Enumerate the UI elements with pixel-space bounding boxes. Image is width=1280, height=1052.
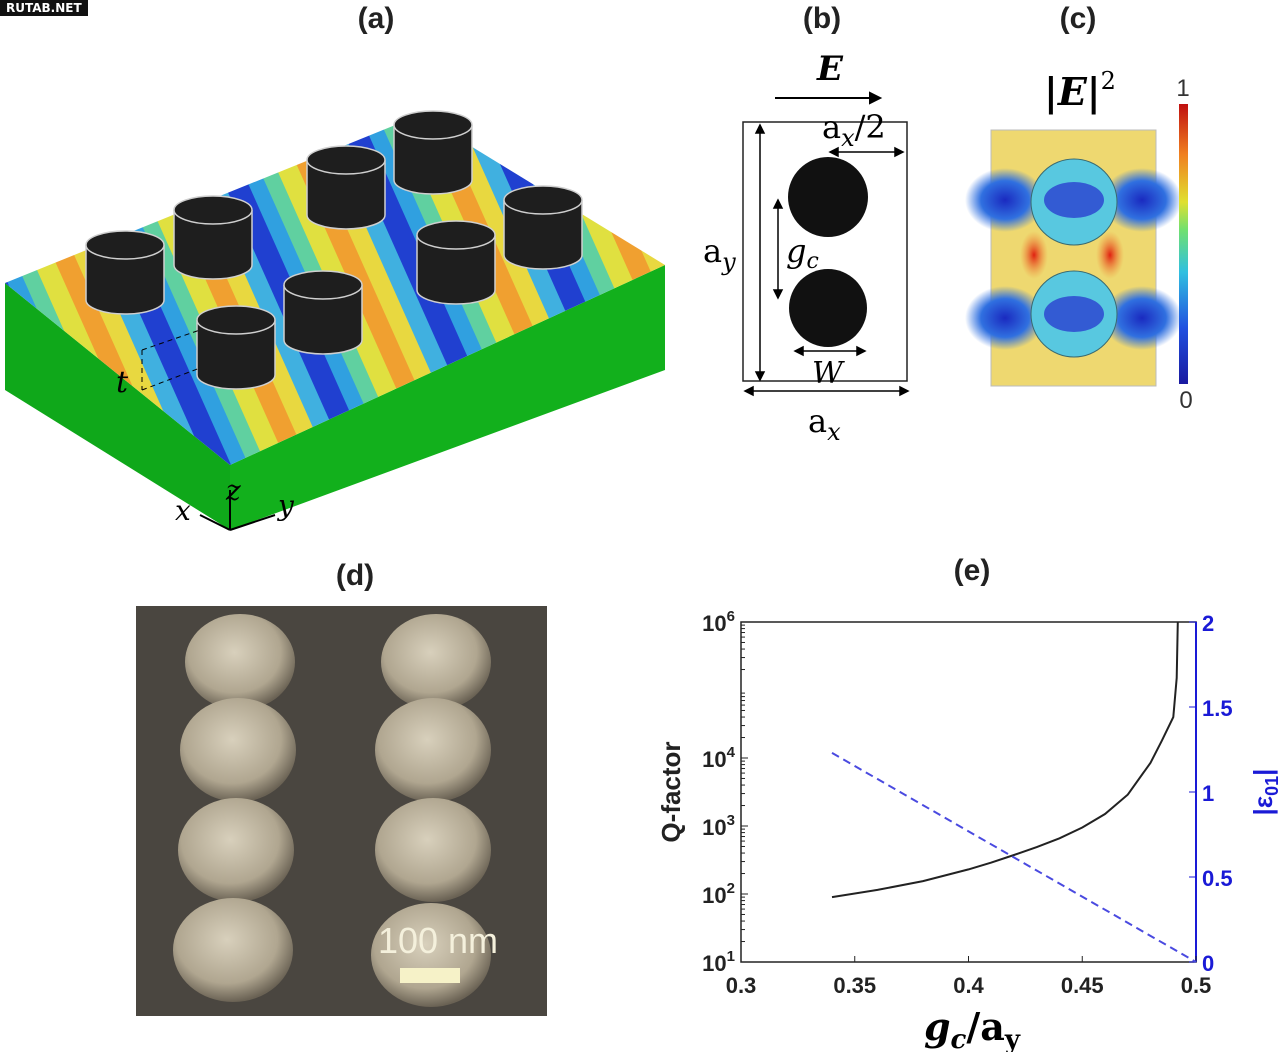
x-tick-label: 0.4	[953, 973, 984, 998]
y-tick-label: 101	[702, 948, 735, 976]
panel-c-label: (c)	[1060, 2, 1097, 35]
y2-tick-label: 1.5	[1202, 696, 1233, 721]
slab-right-face	[230, 265, 665, 530]
pillar-bottom	[789, 269, 867, 347]
field-map-title: |E|2	[1044, 67, 1116, 114]
panel-b-unit-cell: E ax/2 ay gc W ax	[703, 49, 910, 446]
axis-z-label: z	[225, 474, 241, 507]
e-field-label: E	[816, 49, 844, 89]
ax-half-label: ax/2	[822, 108, 886, 152]
panel-e-label: (e)	[954, 554, 991, 587]
y2-tick-label: 1	[1202, 781, 1214, 806]
ay-arrow	[754, 123, 766, 382]
unit-cell-outline	[742, 121, 908, 382]
slab-left-face	[5, 283, 230, 530]
ax-arrow	[743, 385, 910, 397]
pillar	[85, 230, 165, 315]
pillar	[416, 220, 496, 305]
epsilon-line	[831, 752, 1197, 963]
panel-a-slab: t x z y	[5, 110, 665, 531]
pillar	[173, 195, 253, 280]
plot-frame	[740, 621, 1197, 963]
w-label: W	[812, 356, 845, 391]
ay-label: ay	[703, 232, 736, 276]
panel-d-label: (d)	[336, 559, 374, 592]
thickness-label: t	[116, 365, 129, 400]
y-axis-label: Q-factor	[656, 741, 686, 842]
pillar-top	[788, 157, 868, 237]
y2-tick-label: 2	[1202, 611, 1214, 636]
ax-half-arrow	[828, 146, 905, 158]
x-tick-label: 0.35	[833, 973, 876, 998]
axis-x-label: x	[175, 494, 191, 527]
y2-tick-label: 0.5	[1202, 866, 1233, 891]
gc-arrow	[772, 198, 784, 300]
gc-label: gc	[786, 232, 819, 274]
e-field-arrow	[775, 91, 883, 105]
x-tick-label: 0.45	[1061, 973, 1104, 998]
y-tick-label: 106	[702, 608, 735, 636]
w-arrow	[793, 345, 867, 357]
y2-tick-label: 0	[1202, 951, 1214, 976]
x-axis-label: gc/ay	[924, 1004, 1021, 1052]
panel-c-field-map: |E|2 1 0	[965, 67, 1193, 414]
panel-d-sem-image: 100 nm	[136, 606, 547, 1016]
pillar	[283, 270, 363, 355]
pillars	[85, 110, 583, 390]
axes-triad	[199, 490, 276, 531]
pillar	[393, 110, 473, 195]
x-tick-label: 0.5	[1181, 973, 1212, 998]
colorbar-min: 0	[1179, 387, 1192, 414]
colorbar	[1179, 104, 1188, 384]
q-factor-line	[831, 621, 1179, 899]
x-tick-label: 0.3	[726, 973, 757, 998]
panel-b-label: (b)	[803, 2, 841, 35]
pillar	[306, 145, 386, 230]
pillar	[503, 185, 583, 270]
y-tick-label: 104	[702, 744, 735, 772]
colorbar-max: 1	[1176, 75, 1189, 102]
ax-label: ax	[808, 402, 841, 446]
panel-a-label: (a)	[358, 2, 395, 35]
axis-y-label: y	[276, 489, 295, 522]
y-tick-label: 102	[702, 880, 735, 908]
scale-bar	[400, 968, 460, 983]
watermark: RUTAB.NET	[0, 0, 88, 16]
thickness-guide	[141, 329, 201, 391]
scale-bar-label: 100 nm	[378, 920, 498, 961]
pillar	[196, 305, 276, 390]
y-tick-label: 103	[702, 812, 735, 840]
panel-e-chart: 0.3 0.35 0.4 0.45 0.510110210310410600.511.5…	[656, 608, 1280, 1052]
y2-axis-label: |ε01|	[1248, 769, 1280, 816]
